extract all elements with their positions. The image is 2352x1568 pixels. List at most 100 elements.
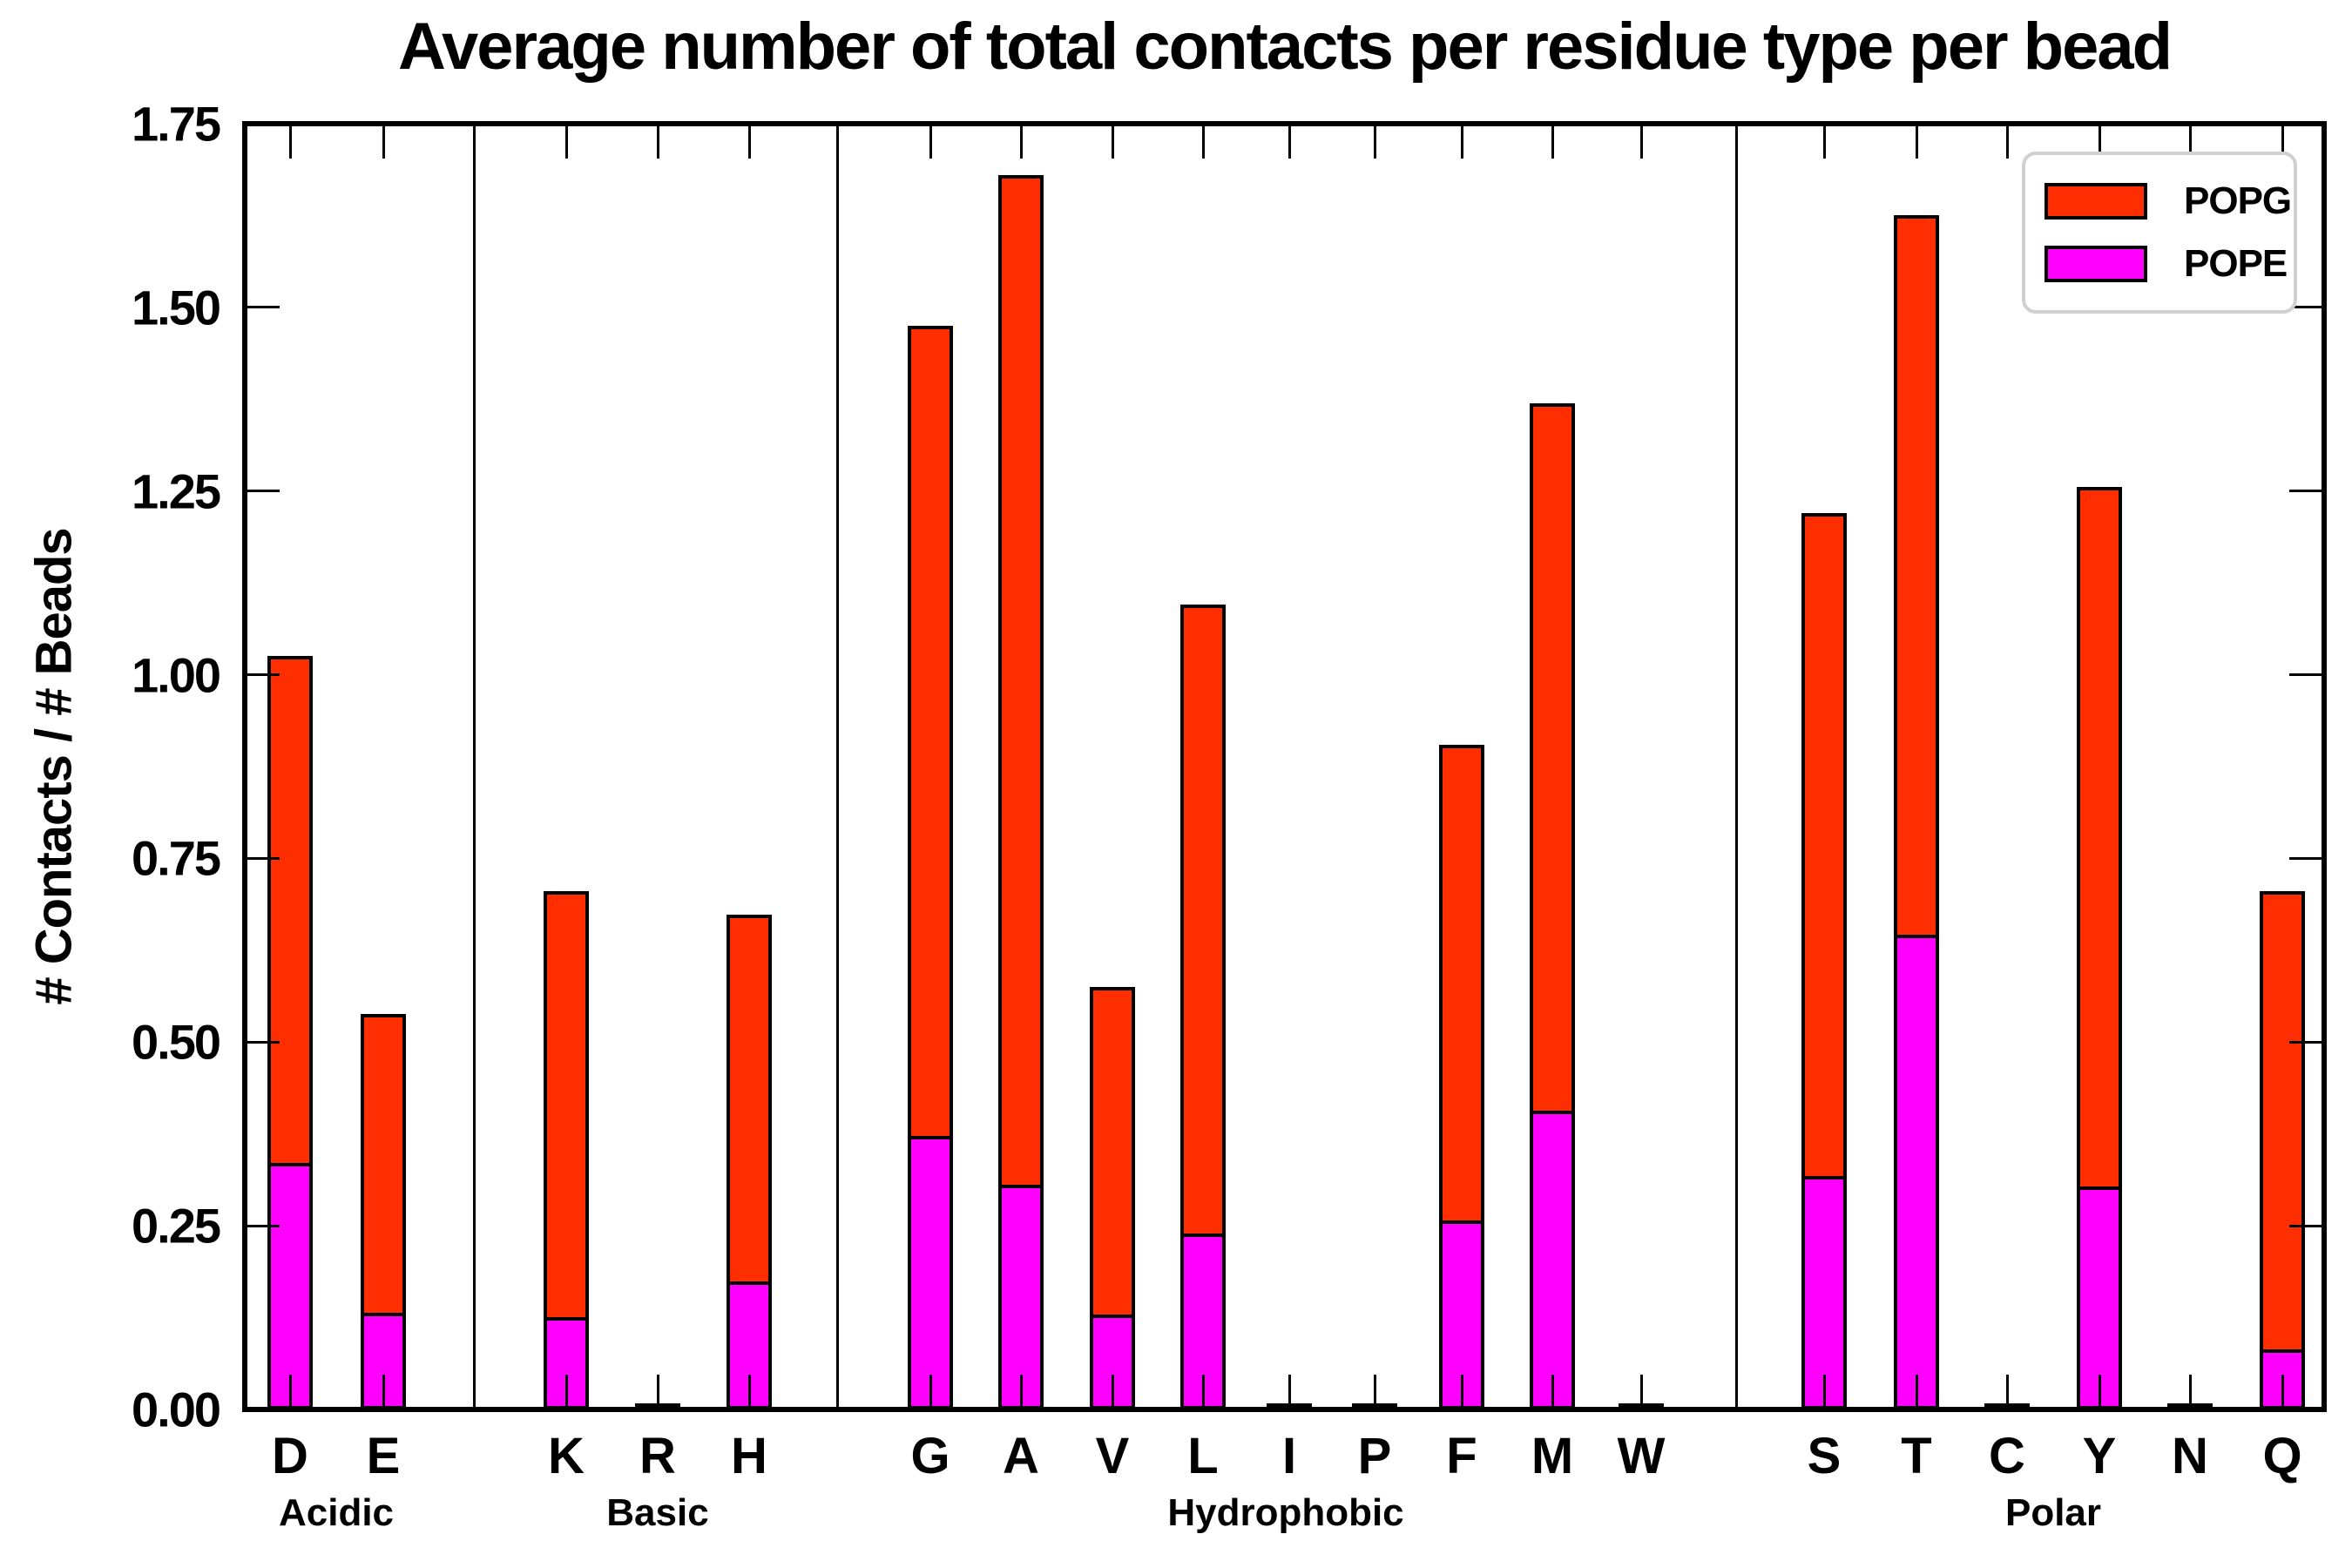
group-label-polar: Polar <box>2004 1491 2102 1534</box>
bar-F[interactable] <box>1439 744 1484 1409</box>
legend-label-popg: POPG <box>2184 179 2292 222</box>
bar-Y[interactable] <box>2077 487 2122 1409</box>
bar-G[interactable] <box>908 325 953 1409</box>
x-tick-label-I: I <box>1281 1428 1297 1484</box>
group-separator <box>1734 124 1738 1409</box>
x-tick-label-C: C <box>1989 1428 2025 1484</box>
group-label-basic: Basic <box>606 1491 709 1534</box>
x-tick-label-V: V <box>1095 1428 1130 1484</box>
bar-M[interactable] <box>1530 402 1575 1409</box>
y-tick-label: 1.00 <box>132 647 221 703</box>
x-tick-mark <box>656 124 659 159</box>
y-tick-mark <box>2289 1224 2324 1227</box>
x-tick-mark <box>2005 1375 2009 1409</box>
legend-row-pope: POPE <box>2044 242 2294 286</box>
popg-swatch-icon <box>2044 183 2147 220</box>
x-tick-mark <box>1373 124 1376 159</box>
bar-G-pope-segment <box>911 1135 950 1406</box>
y-tick-label: 1.50 <box>132 280 221 335</box>
y-tick-mark <box>2289 490 2324 493</box>
x-tick-mark <box>1373 1375 1376 1409</box>
y-tick-mark <box>2289 1040 2324 1044</box>
x-tick-mark <box>1111 1375 1114 1409</box>
x-tick-mark <box>1639 124 1643 159</box>
bar-D-pope-segment <box>271 1162 309 1406</box>
x-tick-mark <box>1551 1375 1554 1409</box>
y-tick-label: 1.75 <box>132 96 221 152</box>
bar-M-pope-segment <box>1533 1110 1571 1406</box>
x-tick-label-A: A <box>1003 1428 1039 1484</box>
x-tick-mark <box>1915 1375 1918 1409</box>
bar-T-pope-segment <box>1897 935 1936 1406</box>
x-tick-mark <box>2098 1375 2101 1409</box>
x-tick-mark <box>747 124 751 159</box>
bar-A-pope-segment <box>1002 1184 1040 1406</box>
y-tick-label: 0.25 <box>132 1198 221 1254</box>
group-label-acidic: Acidic <box>278 1491 395 1534</box>
bar-D[interactable] <box>267 656 313 1409</box>
legend-label-pope: POPE <box>2184 242 2288 285</box>
y-tick-mark <box>2289 306 2324 309</box>
legend-row-popg: POPG <box>2044 179 2294 223</box>
x-tick-mark <box>1019 124 1023 159</box>
legend: POPG POPE <box>2022 152 2297 314</box>
y-axis-label: # Contacts / # Beads <box>25 528 83 1005</box>
x-tick-mark <box>1822 124 1826 159</box>
x-tick-mark <box>1288 124 1291 159</box>
x-tick-mark <box>1201 124 1205 159</box>
bar-L[interactable] <box>1180 605 1226 1409</box>
x-tick-mark <box>1201 1375 1205 1409</box>
x-tick-label-N: N <box>2172 1428 2208 1484</box>
x-tick-label-T: T <box>1901 1428 1932 1484</box>
bar-V[interactable] <box>1090 987 1135 1409</box>
x-tick-mark <box>2188 1375 2192 1409</box>
x-tick-mark <box>747 1375 751 1409</box>
y-tick-label: 1.25 <box>132 463 221 519</box>
y-tick-mark <box>245 1040 280 1044</box>
x-tick-mark <box>2005 124 2009 159</box>
bar-Y-pope-segment <box>2080 1186 2119 1406</box>
bar-A[interactable] <box>998 175 1044 1409</box>
x-tick-label-W: W <box>1617 1428 1666 1484</box>
bar-E[interactable] <box>361 1014 406 1409</box>
bar-S[interactable] <box>1801 513 1847 1409</box>
pope-swatch-icon <box>2044 246 2147 282</box>
x-tick-mark <box>1288 1375 1291 1409</box>
group-separator <box>835 124 839 1409</box>
x-tick-label-P: P <box>1357 1428 1392 1484</box>
x-tick-label-Q: Q <box>2262 1428 2302 1484</box>
x-tick-mark <box>1822 1375 1826 1409</box>
x-tick-label-D: D <box>272 1428 308 1484</box>
x-tick-mark <box>1111 124 1114 159</box>
x-tick-mark <box>2281 1375 2284 1409</box>
x-tick-label-L: L <box>1187 1428 1219 1484</box>
chart-title: Average number of total contacts per res… <box>397 10 2173 84</box>
x-tick-mark <box>2098 124 2101 159</box>
bar-K[interactable] <box>544 891 589 1409</box>
y-tick-mark <box>2289 856 2324 860</box>
x-tick-mark <box>1019 1375 1023 1409</box>
x-tick-label-K: K <box>548 1428 585 1484</box>
bar-T[interactable] <box>1894 215 1939 1409</box>
y-tick-mark <box>245 673 280 677</box>
x-tick-label-H: H <box>731 1428 767 1484</box>
bar-S-pope-segment <box>1805 1176 1843 1406</box>
x-tick-mark <box>1460 1375 1463 1409</box>
x-tick-label-Y: Y <box>2082 1428 2117 1484</box>
x-tick-label-G: G <box>910 1428 950 1484</box>
x-tick-mark <box>1915 124 1918 159</box>
bar-H[interactable] <box>727 915 772 1409</box>
y-tick-mark <box>245 490 280 493</box>
x-tick-label-S: S <box>1807 1428 1842 1484</box>
x-tick-mark <box>2281 124 2284 159</box>
x-tick-mark <box>656 1375 659 1409</box>
group-label-hydrophobic: Hydrophobic <box>1167 1491 1404 1534</box>
x-tick-mark <box>564 124 568 159</box>
y-tick-mark <box>245 306 280 309</box>
bar-Q[interactable] <box>2260 891 2305 1409</box>
x-tick-label-R: R <box>639 1428 676 1484</box>
x-tick-mark <box>382 124 385 159</box>
x-tick-mark <box>1551 124 1554 159</box>
x-tick-mark <box>1460 124 1463 159</box>
